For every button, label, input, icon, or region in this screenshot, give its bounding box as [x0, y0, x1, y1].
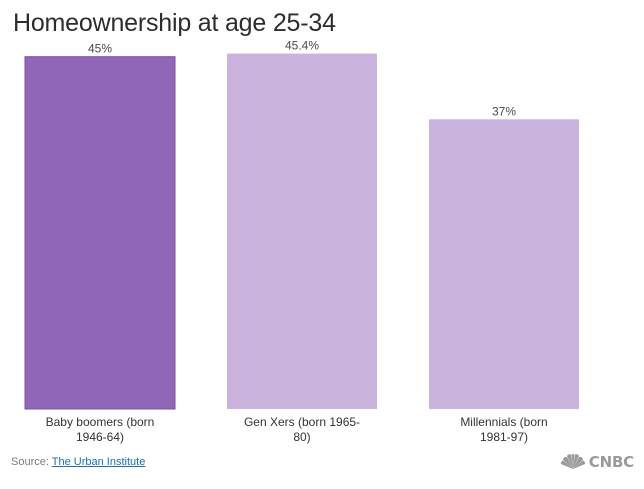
source-prefix: Source:	[11, 456, 52, 468]
category-label: Baby boomers (born 1946-64)	[46, 415, 155, 444]
bar	[227, 53, 377, 409]
bar	[24, 56, 176, 410]
cnbc-logo: CNBC	[560, 453, 634, 471]
chart-title: Homeownership at age 25-34	[13, 9, 336, 37]
source-note: Source: The Urban Institute	[11, 456, 145, 468]
source-link[interactable]: The Urban Institute	[51, 456, 146, 468]
bar	[429, 119, 579, 409]
data-label: 37%	[492, 104, 516, 118]
peacock-icon	[560, 454, 585, 469]
data-label: 45%	[88, 42, 112, 56]
logo-text: CNBC	[588, 453, 634, 471]
category-label: Millennials (born 1981-97)	[460, 415, 547, 444]
data-label: 45.4%	[285, 39, 319, 53]
category-label: Gen Xers (born 1965-80)	[244, 415, 360, 444]
